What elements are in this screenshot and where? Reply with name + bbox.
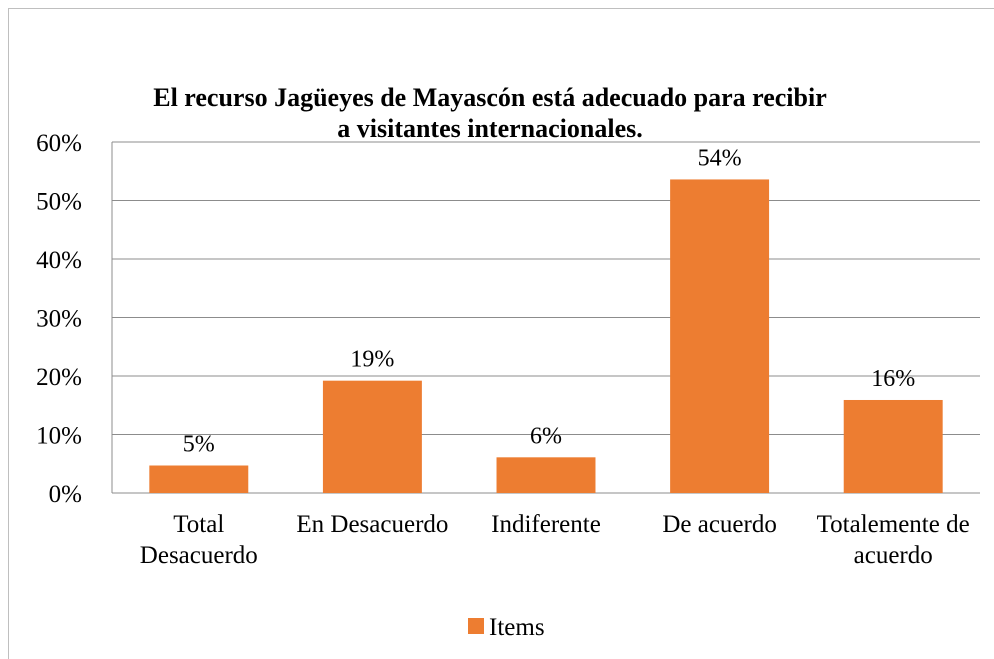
value-label: 19% <box>350 347 394 373</box>
x-tick-label: Indiferente <box>491 511 601 538</box>
bar <box>670 179 770 493</box>
y-tick-label: 0% <box>49 481 82 508</box>
y-tick-label: 40% <box>36 247 82 274</box>
x-tick-label: En Desacuerdo <box>296 511 449 538</box>
x-tick-label: Total Desacuerdo <box>139 511 258 569</box>
value-label: 54% <box>698 145 742 171</box>
x-tick-label: Totalemente de acuerdo <box>816 511 970 569</box>
y-tick-label: 50% <box>36 189 82 216</box>
legend-label: Items <box>489 614 545 641</box>
legend-swatch <box>468 618 484 634</box>
value-label: 16% <box>871 366 915 392</box>
value-label: 5% <box>183 432 215 458</box>
y-tick-label: 30% <box>36 306 82 333</box>
bar <box>843 399 943 493</box>
bar <box>149 465 249 493</box>
value-label: 6% <box>530 423 562 449</box>
chart-title: El recurso Jagüeyes de Mayascón está ade… <box>153 83 827 143</box>
y-tick-label: 10% <box>36 423 82 450</box>
bar <box>322 380 422 493</box>
y-tick-label: 20% <box>36 364 82 391</box>
bar <box>496 457 596 493</box>
y-tick-label: 60% <box>36 130 82 157</box>
x-tick-label: De acuerdo <box>662 511 777 538</box>
chart-border <box>8 8 994 659</box>
